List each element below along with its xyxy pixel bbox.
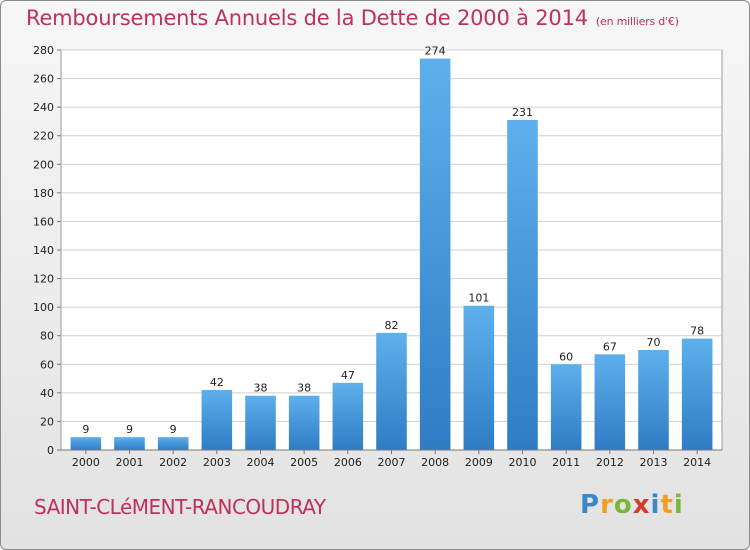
y-tick-label: 260 (33, 73, 54, 86)
value-label-2006: 47 (341, 369, 355, 382)
y-tick-label: 80 (40, 330, 54, 343)
x-tick-label-2014: 2014 (683, 456, 711, 469)
bar-2011 (550, 364, 582, 450)
x-tick-label-2001: 2001 (116, 456, 144, 469)
value-label-2012: 67 (603, 340, 617, 353)
value-label-2003: 42 (210, 376, 224, 389)
x-tick-label-2005: 2005 (290, 456, 318, 469)
bar-2007 (376, 332, 407, 450)
bar-2003 (201, 390, 233, 450)
y-tick-label: 200 (33, 158, 54, 171)
value-label-2009: 101 (468, 292, 489, 305)
value-label-2005: 38 (297, 382, 311, 395)
value-label-2011: 60 (559, 350, 573, 363)
x-tick-label-2010: 2010 (509, 456, 537, 469)
value-label-2010: 231 (512, 106, 533, 119)
x-tick-label-2012: 2012 (596, 456, 624, 469)
value-label-2001: 9 (126, 423, 133, 436)
x-tick-label-2008: 2008 (421, 456, 449, 469)
bar-2012 (594, 354, 626, 450)
y-tick-label: 40 (40, 387, 54, 400)
y-tick-label: 20 (40, 415, 54, 428)
bar-2000 (70, 437, 102, 450)
bar-2004 (245, 395, 276, 450)
value-label-2008: 274 (425, 45, 446, 58)
x-tick-label-2003: 2003 (203, 456, 231, 469)
x-tick-label-2013: 2013 (640, 456, 668, 469)
bar-2014 (681, 338, 713, 450)
value-label-2004: 38 (254, 382, 268, 395)
chart-title: Remboursements Annuels de la Dette de 20… (26, 6, 679, 30)
commune-name: SAINT-CLéMENT-RANCOUDRAY (34, 495, 326, 519)
bar-2013 (638, 350, 669, 450)
bar-2009 (463, 305, 495, 450)
x-tick-label-2011: 2011 (552, 456, 580, 469)
bar-2002 (157, 437, 189, 450)
chart-title-unit: (en milliers d'€) (595, 15, 679, 28)
x-tick-label-2009: 2009 (465, 456, 493, 469)
y-tick-label: 120 (33, 273, 54, 286)
y-tick-label: 140 (33, 244, 54, 257)
bar-2008 (419, 58, 451, 450)
bar-2006 (332, 382, 364, 450)
chart-title-text: Remboursements Annuels de la Dette de 20… (26, 6, 588, 30)
y-tick-label: 0 (47, 444, 54, 457)
y-tick-label: 240 (33, 101, 54, 114)
x-tick-label-2007: 2007 (378, 456, 406, 469)
bar-2010 (507, 120, 538, 450)
y-tick-label: 160 (33, 215, 54, 228)
x-tick-label-2000: 2000 (72, 456, 100, 469)
value-label-2000: 9 (82, 423, 89, 436)
value-label-2002: 9 (170, 423, 177, 436)
x-tick-label-2002: 2002 (159, 456, 187, 469)
y-tick-label: 220 (33, 130, 54, 143)
x-tick-label-2004: 2004 (247, 456, 275, 469)
x-tick-label-2006: 2006 (334, 456, 362, 469)
bar-2001 (114, 437, 145, 450)
y-tick-label: 100 (33, 301, 54, 314)
bar-2005 (288, 395, 320, 450)
value-label-2007: 82 (385, 319, 399, 332)
value-label-2013: 70 (647, 336, 661, 349)
proxiti-logo: Proxiti (580, 490, 684, 520)
value-label-2014: 78 (690, 325, 704, 338)
y-tick-label: 280 (33, 44, 54, 57)
y-tick-label: 60 (40, 358, 54, 371)
y-tick-label: 180 (33, 187, 54, 200)
